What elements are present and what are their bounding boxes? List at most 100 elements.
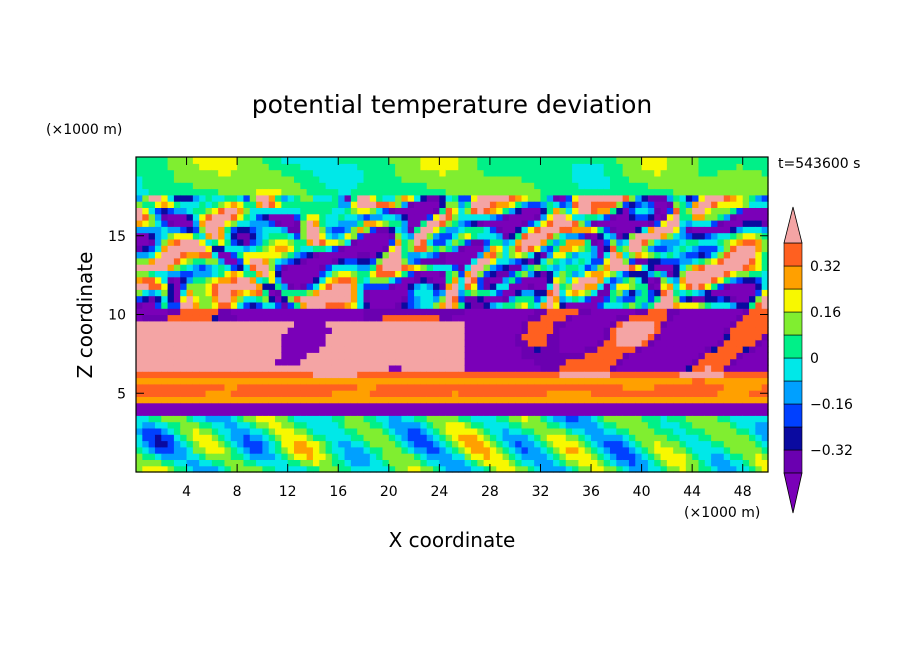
- field-cell: [312, 459, 320, 467]
- field-cell: [439, 333, 447, 341]
- field-cell: [546, 434, 554, 442]
- field-cell: [256, 346, 263, 353]
- field-cell: [136, 270, 143, 278]
- field-cell: [136, 415, 143, 423]
- field-cell: [420, 409, 428, 416]
- field-cell: [496, 314, 504, 322]
- field-cell: [521, 352, 529, 360]
- field-cell: [502, 415, 510, 423]
- field-cell: [161, 320, 169, 328]
- field-cell: [477, 201, 485, 208]
- field-cell: [641, 220, 649, 227]
- field-cell: [470, 415, 478, 423]
- field-cell: [496, 409, 504, 416]
- field-cell: [224, 352, 232, 360]
- field-cell: [723, 201, 731, 208]
- field-cell: [382, 226, 390, 234]
- field-cell: [357, 270, 365, 278]
- field-cell: [249, 427, 257, 435]
- field-cell: [192, 201, 200, 208]
- field-cell: [376, 352, 384, 360]
- field-cell: [553, 175, 561, 183]
- field-cell: [622, 175, 630, 183]
- field-cell: [635, 289, 643, 297]
- field-cell: [704, 465, 712, 473]
- field-cell: [711, 213, 719, 221]
- field-cell: [685, 245, 693, 253]
- field-cell: [641, 346, 649, 353]
- field-cell: [584, 415, 592, 423]
- field-cell: [211, 220, 219, 227]
- field-cell: [262, 264, 270, 271]
- field-cell: [521, 459, 529, 467]
- field-cell: [287, 459, 295, 467]
- field-cell: [534, 207, 542, 215]
- field-cell: [641, 276, 649, 284]
- field-cell: [312, 163, 320, 171]
- field-cell: [199, 270, 207, 278]
- field-cell: [711, 238, 719, 246]
- field-cell: [742, 175, 750, 183]
- field-cell: [616, 251, 624, 259]
- field-cell: [173, 220, 181, 227]
- field-cell: [717, 270, 725, 278]
- field-cell: [515, 346, 523, 353]
- field-cell: [154, 402, 162, 410]
- field-cell: [660, 320, 668, 328]
- field-cell: [331, 339, 339, 347]
- field-cell: [698, 226, 706, 234]
- field-cell: [433, 377, 440, 385]
- field-cell: [717, 257, 725, 265]
- field-cell: [414, 440, 421, 448]
- field-cell: [527, 339, 535, 347]
- field-cell: [180, 402, 188, 410]
- field-cell: [420, 232, 428, 240]
- field-cell: [414, 169, 421, 177]
- field-cell: [502, 220, 510, 227]
- field-cell: [205, 213, 213, 221]
- field-cell: [749, 232, 756, 240]
- field-cell: [249, 226, 257, 234]
- field-cell: [534, 465, 542, 473]
- field-cell: [199, 346, 207, 353]
- field-cell: [508, 465, 516, 473]
- field-cell: [136, 175, 143, 183]
- field-cell: [628, 352, 636, 360]
- field-cell: [591, 232, 598, 240]
- field-cell: [173, 358, 181, 366]
- field-cell: [704, 276, 712, 284]
- field-cell: [230, 446, 238, 454]
- field-cell: [597, 257, 605, 265]
- field-cell: [338, 377, 346, 385]
- field-cell: [186, 238, 194, 246]
- field-cell: [717, 339, 725, 347]
- field-cell: [578, 194, 586, 202]
- field-cell: [730, 465, 737, 473]
- field-cell: [243, 396, 251, 404]
- field-cell: [338, 421, 346, 429]
- field-cell: [199, 251, 207, 259]
- field-cell: [660, 301, 668, 309]
- field-cell: [426, 257, 434, 265]
- field-cell: [199, 390, 207, 397]
- field-cell: [249, 409, 257, 416]
- field-cell: [357, 232, 365, 240]
- field-cell: [243, 283, 251, 290]
- field-cell: [256, 194, 263, 202]
- field-cell: [546, 257, 554, 265]
- field-cell: [199, 327, 207, 334]
- field-cell: [660, 157, 668, 164]
- field-cell: [161, 169, 169, 177]
- field-cell: [704, 390, 712, 397]
- field-cell: [685, 415, 693, 423]
- field-cell: [192, 446, 200, 454]
- field-cell: [628, 270, 636, 278]
- field-cell: [312, 346, 320, 353]
- field-cell: [268, 251, 276, 259]
- field-cell: [294, 289, 301, 297]
- field-cell: [300, 207, 308, 215]
- field-cell: [173, 232, 181, 240]
- field-cell: [610, 352, 617, 360]
- field-cell: [692, 377, 700, 385]
- field-cell: [414, 314, 421, 322]
